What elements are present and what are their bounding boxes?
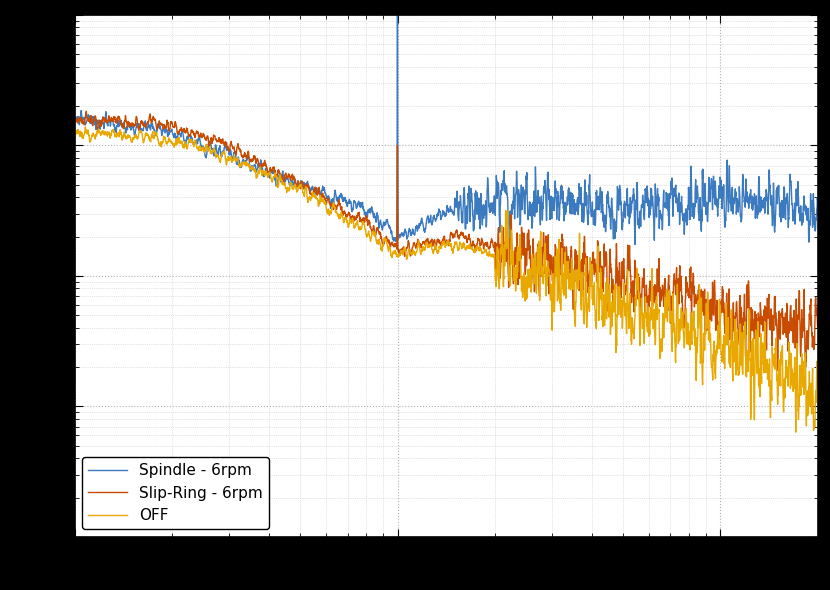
Spindle - 6rpm: [813, 196, 823, 204]
Line: Slip-Ring - 6rpm: Slip-Ring - 6rpm: [75, 112, 818, 371]
Line: Spindle - 6rpm: Spindle - 6rpm: [75, 0, 818, 244]
Spindle - 6rpm: [198, 145, 208, 152]
Slip-Ring - 6rpm: [154, 121, 164, 128]
Slip-Ring - 6rpm: [198, 133, 208, 140]
Spindle - 6rpm: [630, 241, 640, 248]
OFF: [791, 428, 801, 435]
Slip-Ring - 6rpm: [773, 367, 783, 374]
Spindle - 6rpm: [154, 124, 164, 132]
OFF: [798, 374, 808, 381]
Slip-Ring - 6rpm: [70, 117, 80, 124]
Slip-Ring - 6rpm: [387, 238, 397, 245]
OFF: [387, 254, 397, 261]
OFF: [70, 129, 80, 136]
Legend: Spindle - 6rpm, Slip-Ring - 6rpm, OFF: Spindle - 6rpm, Slip-Ring - 6rpm, OFF: [82, 457, 269, 529]
Spindle - 6rpm: [70, 115, 80, 122]
OFF: [154, 142, 164, 149]
Slip-Ring - 6rpm: [813, 323, 823, 330]
Line: OFF: OFF: [75, 127, 818, 432]
OFF: [354, 224, 364, 231]
Slip-Ring - 6rpm: [718, 299, 728, 306]
Slip-Ring - 6rpm: [354, 218, 364, 225]
Spindle - 6rpm: [798, 202, 808, 209]
Spindle - 6rpm: [354, 202, 364, 209]
Spindle - 6rpm: [719, 192, 729, 199]
Slip-Ring - 6rpm: [798, 315, 808, 322]
Slip-Ring - 6rpm: [81, 108, 91, 115]
OFF: [813, 381, 823, 388]
OFF: [198, 147, 208, 154]
Spindle - 6rpm: [387, 228, 397, 235]
OFF: [81, 123, 90, 130]
OFF: [718, 352, 728, 359]
